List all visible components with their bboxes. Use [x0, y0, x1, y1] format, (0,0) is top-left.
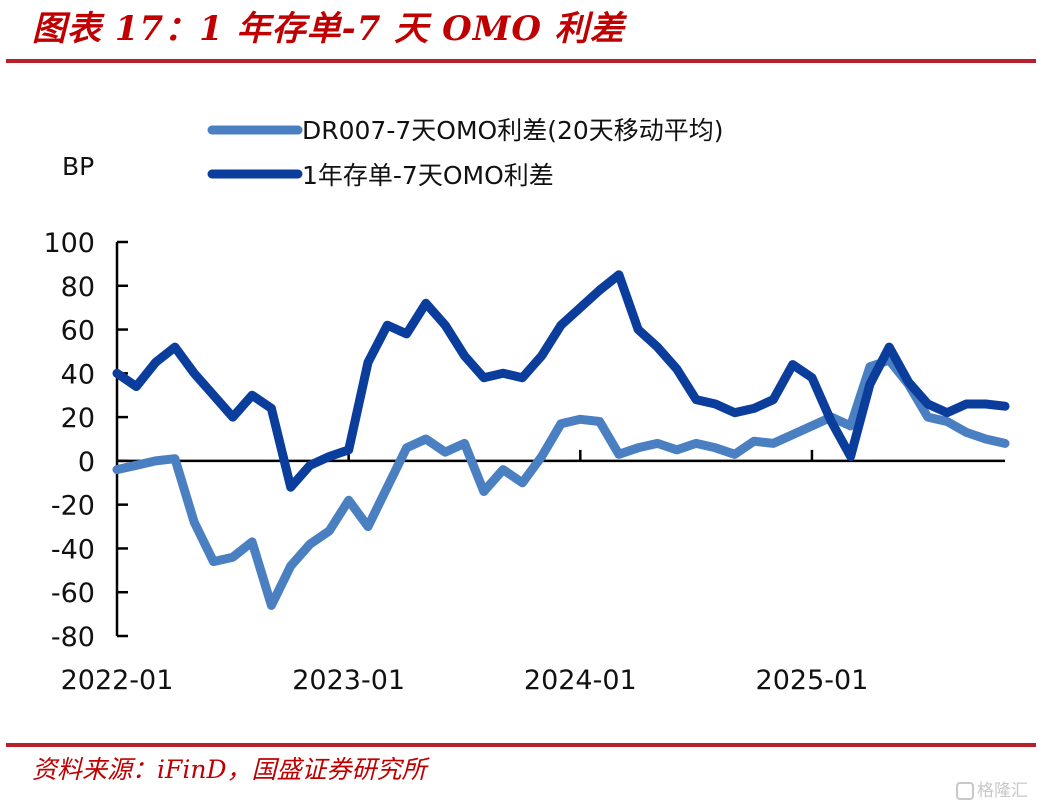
- legend-label-dr007: DR007-7天OMO利差(20天移动平均): [302, 116, 724, 145]
- y-tick-label: -20: [51, 491, 95, 522]
- y-axis-unit: BP: [62, 152, 94, 181]
- y-tick-label: 0: [78, 447, 95, 478]
- series-line-ncd: [112, 270, 1010, 492]
- watermark: 格隆汇: [956, 778, 1028, 804]
- y-axis-ticks: 100 80 60 40 20 0 -20 -40 -60 -80: [43, 228, 128, 653]
- y-tick-label: 80: [61, 272, 95, 303]
- source-note: 资料来源：iFinD，国盛证券研究所: [32, 755, 427, 784]
- y-tick-label: 100: [43, 228, 95, 259]
- y-tick-label: -80: [51, 622, 95, 653]
- title-divider: [6, 59, 1036, 63]
- y-tick-label: -40: [51, 534, 95, 565]
- x-tick-label: 2023-01: [292, 665, 405, 696]
- x-axis-ticks: 2022-01 2023-01 2024-01 2025-01: [61, 449, 869, 696]
- y-tick-label: 60: [61, 316, 95, 347]
- source-divider: [6, 743, 1036, 747]
- x-tick-label: 2024-01: [524, 665, 637, 696]
- y-tick-label: 40: [61, 359, 95, 390]
- legend-label-ncd: 1年存单-7天OMO利差: [302, 161, 554, 190]
- chart-title: 图表 17：1 年存单-7 天 OMO 利差: [32, 9, 625, 49]
- y-tick-label: 20: [61, 403, 95, 434]
- watermark-logo-icon: [956, 782, 974, 800]
- watermark-text: 格隆汇: [977, 781, 1028, 801]
- y-tick-label: -60: [51, 578, 95, 609]
- chart: DR007-7天OMO利差(20天移动平均) 1年存单-7天OMO利差 BP 1…: [43, 116, 1010, 696]
- x-tick-label: 2022-01: [61, 665, 174, 696]
- legend: DR007-7天OMO利差(20天移动平均) 1年存单-7天OMO利差: [207, 116, 724, 190]
- x-tick-label: 2025-01: [756, 665, 869, 696]
- series-group: [112, 270, 1010, 610]
